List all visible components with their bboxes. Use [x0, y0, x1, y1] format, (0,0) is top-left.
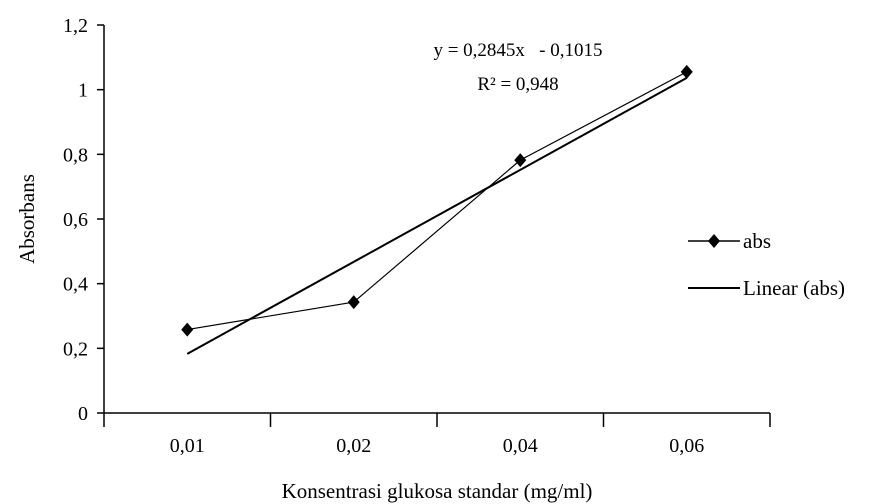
y-ticks: 0 0,2 0,4 0,6 0,8 1 1,2 — [63, 15, 104, 425]
x-axis-label: Konsentrasi glukosa standar (mg/ml) — [282, 479, 593, 503]
y-tick-label: 0,6 — [63, 209, 88, 231]
y-axis-label: Absorbans — [15, 174, 39, 264]
y-tick-label: 0,2 — [63, 338, 88, 360]
x-tick-label: 0,06 — [669, 435, 704, 457]
data-point-marker — [514, 153, 527, 168]
legend: abs Linear (abs) — [688, 229, 845, 300]
series-line-abs — [187, 71, 688, 331]
y-tick-label: 0 — [78, 403, 88, 425]
data-point-marker — [347, 295, 360, 310]
legend-label-linear: Linear (abs) — [743, 276, 845, 300]
trendline-r-squared: R² = 0,948 — [477, 74, 558, 95]
trendline-equation: y = 0,2845x - 0,1015 — [433, 40, 602, 61]
legend-marker-abs — [708, 234, 720, 248]
x-tick-label: 0,02 — [336, 435, 371, 457]
y-tick-label: 1 — [78, 80, 88, 102]
x-tick-label: 0,04 — [503, 435, 538, 457]
y-tick-label: 0,4 — [63, 274, 88, 296]
trendline-linear-abs — [186, 76, 688, 355]
x-ticks: 0,01 0,02 0,04 0,06 — [103, 413, 771, 457]
data-point-marker — [181, 322, 194, 337]
y-tick-label: 1,2 — [63, 15, 88, 37]
legend-label-abs: abs — [743, 229, 771, 253]
data-point-marker — [680, 64, 693, 79]
y-tick-label: 0,8 — [63, 144, 88, 166]
x-tick-label: 0,01 — [170, 435, 205, 457]
series-markers-abs — [181, 64, 693, 337]
